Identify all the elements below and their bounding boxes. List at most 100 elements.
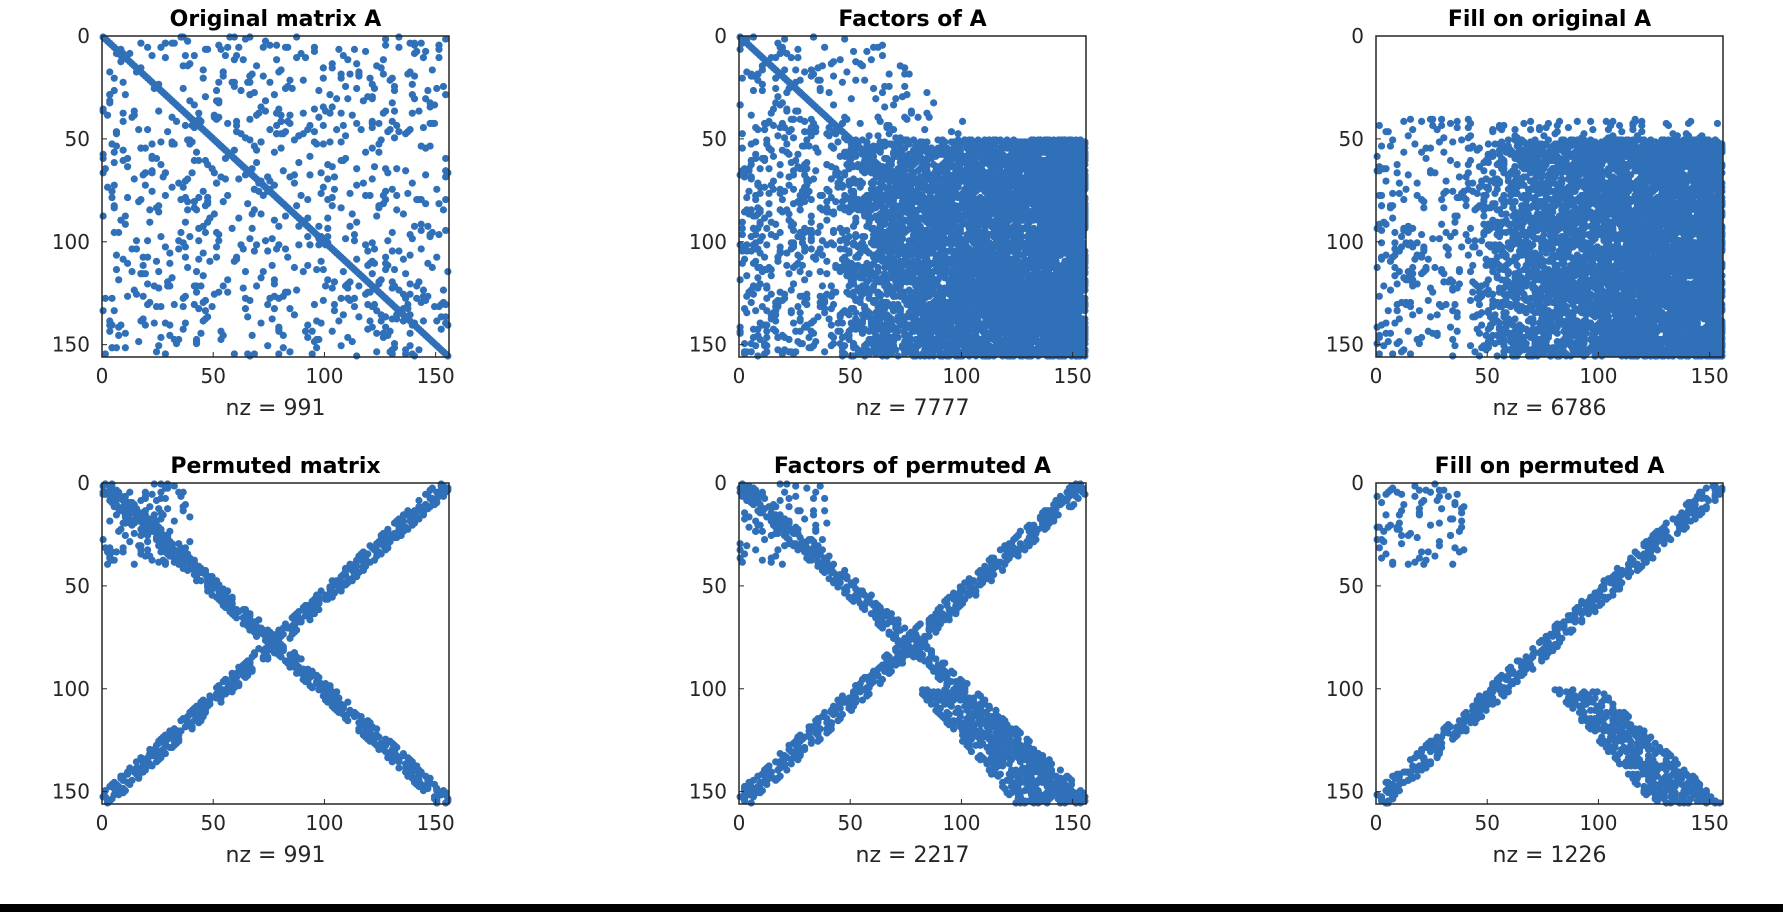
nonzero-marker	[230, 33, 238, 41]
nonzero-marker	[330, 307, 339, 315]
nonzero-marker	[246, 91, 254, 99]
nonzero-marker	[442, 300, 450, 309]
nonzero-marker	[366, 191, 374, 200]
nonzero-marker	[348, 337, 356, 346]
nonzero-marker	[192, 288, 201, 296]
nonzero-marker	[368, 93, 376, 101]
nonzero-marker	[406, 342, 414, 350]
nonzero-marker	[161, 319, 169, 327]
nonzero-marker	[313, 335, 321, 344]
nonzero-marker	[321, 282, 330, 290]
nonzero-marker	[290, 136, 299, 144]
nonzero-marker	[192, 148, 201, 156]
nonzero-marker	[346, 222, 354, 230]
nonzero-marker	[324, 161, 332, 169]
nonzero-marker	[353, 165, 361, 173]
nonzero-marker	[433, 253, 441, 261]
nonzero-marker	[408, 109, 416, 117]
nonzero-marker	[368, 80, 376, 88]
nonzero-marker	[259, 72, 267, 80]
nonzero-marker	[170, 39, 178, 47]
nonzero-marker	[190, 156, 198, 165]
nonzero-marker	[235, 214, 243, 222]
nonzero-marker	[313, 317, 321, 325]
nonzero-marker	[164, 128, 172, 136]
nonzero-marker	[337, 342, 345, 350]
nonzero-marker	[442, 91, 450, 99]
nonzero-marker	[442, 226, 450, 235]
nonzero-marker	[179, 239, 187, 247]
nonzero-marker	[353, 119, 361, 128]
nonzero-marker	[123, 193, 132, 202]
nonzero-marker	[130, 107, 138, 115]
nonzero-marker	[435, 41, 443, 49]
nonzero-marker	[157, 138, 165, 146]
nonzero-marker	[353, 181, 361, 189]
nonzero-marker	[353, 60, 361, 68]
nonzero-marker	[197, 117, 205, 125]
nonzero-marker	[328, 284, 336, 292]
nonzero-marker	[319, 140, 327, 148]
nonzero-marker	[112, 265, 121, 274]
nonzero-marker	[299, 109, 307, 117]
nonzero-marker	[402, 270, 410, 278]
nonzero-marker	[181, 253, 190, 261]
nonzero-marker	[224, 288, 232, 296]
nonzero-marker	[428, 119, 436, 128]
nonzero-marker	[290, 179, 299, 187]
nonzero-marker	[435, 54, 443, 62]
nonzero-marker	[406, 230, 414, 239]
nonzero-marker	[361, 47, 370, 56]
nonzero-marker	[319, 183, 327, 191]
nonzero-marker	[101, 294, 109, 302]
nonzero-marker	[110, 204, 118, 212]
nonzero-marker	[324, 233, 332, 241]
nonzero-marker	[388, 247, 396, 255]
nonzero-marker	[428, 263, 436, 272]
nonzero-marker	[402, 294, 410, 302]
nonzero-marker	[301, 327, 310, 335]
nonzero-marker	[143, 43, 152, 51]
nonzero-marker	[364, 261, 372, 270]
nonzero-marker	[232, 117, 241, 125]
nonzero-marker	[168, 138, 176, 146]
nonzero-marker	[337, 294, 345, 302]
nonzero-marker	[281, 212, 290, 220]
nonzero-marker	[119, 109, 127, 117]
nonzero-marker	[143, 237, 152, 245]
nonzero-marker	[406, 311, 414, 319]
nonzero-marker	[415, 346, 423, 354]
nonzero-marker	[110, 307, 118, 315]
nonzero-marker	[330, 185, 339, 193]
nonzero-marker	[141, 144, 149, 152]
nonzero-marker	[299, 268, 307, 276]
nonzero-marker	[337, 204, 345, 212]
nonzero-marker	[366, 288, 374, 296]
nonzero-marker	[324, 195, 332, 204]
nonzero-marker	[110, 86, 118, 95]
nonzero-marker	[439, 286, 448, 294]
nonzero-marker	[152, 204, 161, 212]
nonzero-marker	[275, 68, 283, 76]
nonzero-marker	[155, 80, 163, 88]
nonzero-marker	[304, 233, 312, 241]
nonzero-marker	[337, 156, 345, 165]
nonzero-marker	[315, 241, 323, 249]
nonzero-marker	[215, 237, 223, 245]
nonzero-marker	[259, 43, 267, 51]
nonzero-marker	[413, 294, 421, 302]
nonzero-marker	[108, 344, 116, 352]
nonzero-marker	[388, 284, 396, 292]
nonzero-marker	[277, 144, 285, 152]
nonzero-marker	[177, 33, 185, 41]
nonzero-marker	[257, 138, 265, 146]
nonzero-marker	[377, 64, 385, 72]
nonzero-marker	[224, 276, 232, 284]
nonzero-marker	[444, 321, 452, 329]
nonzero-marker	[344, 56, 352, 64]
nonzero-marker	[246, 235, 254, 243]
nonzero-marker	[344, 95, 352, 103]
nonzero-marker	[393, 206, 401, 214]
nonzero-marker	[252, 241, 261, 249]
nonzero-marker	[186, 136, 194, 144]
